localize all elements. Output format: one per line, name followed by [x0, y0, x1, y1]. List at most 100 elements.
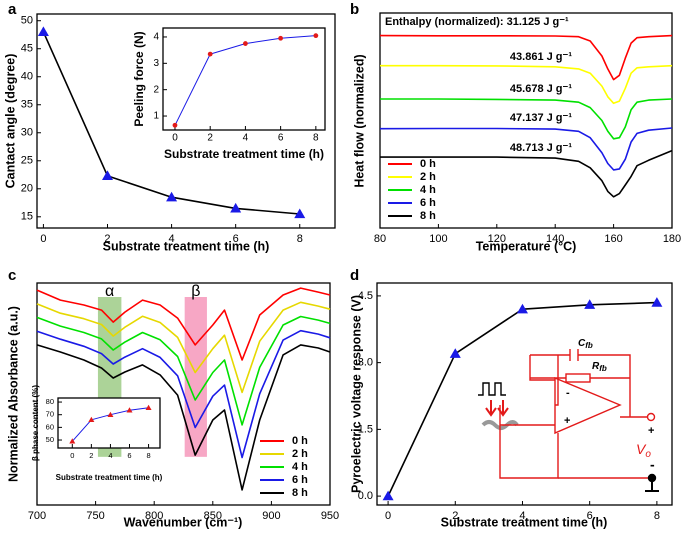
x-tick-label: 0 — [385, 510, 391, 522]
y-tick-label: 0.0 — [358, 490, 373, 502]
data-line — [36, 344, 331, 491]
marker — [172, 122, 178, 128]
x-tick-label: 900 — [262, 510, 280, 522]
opamp-plus: + — [564, 415, 570, 427]
legend-label: 2 h — [292, 448, 308, 460]
y-tick-label: 2 — [153, 84, 159, 95]
x-tick-label: 140 — [546, 233, 564, 245]
y-tick-label: 20 — [21, 183, 33, 195]
y-tick-label: 50 — [21, 15, 33, 27]
data-line — [379, 34, 673, 81]
marker — [145, 404, 152, 410]
data-line — [380, 98, 673, 140]
panel-label: c — [8, 267, 16, 284]
y-tick-label: 35 — [21, 99, 33, 111]
marker — [651, 297, 663, 307]
y-tick-label: 1.5 — [358, 423, 373, 435]
x-tick-label: 80 — [374, 233, 386, 245]
x-tick-label: 100 — [429, 233, 447, 245]
y-axis-label: Pyroelectric voltage response (V) — [349, 295, 363, 493]
y-axis-label: β phase content (%) — [31, 385, 40, 461]
x-tick-label: 950 — [321, 510, 339, 522]
marker — [207, 51, 213, 57]
y-axis-label: Heat flow (normalized) — [352, 54, 366, 187]
marker — [37, 26, 49, 37]
y-tick-label: 60 — [46, 422, 54, 431]
x-tick-label: 8 — [146, 451, 150, 460]
y-tick-label: 50 — [46, 435, 54, 444]
enthalpy-label: 45.678 J g⁻¹ — [510, 83, 572, 95]
x-axis-label: Substrate treatment time (h) — [164, 147, 324, 161]
terminal-plus: + — [648, 425, 654, 437]
data-line — [379, 127, 673, 171]
x-tick-label: 0 — [70, 451, 74, 460]
panel-label: a — [8, 1, 17, 18]
y-axis-label: Peeling force (N) — [132, 31, 146, 126]
panel-label: b — [350, 1, 359, 18]
y-axis-label: Normalized Absorbance (a.u.) — [6, 306, 20, 482]
enthalpy-label: Enthalpy (normalized): 31.125 J g⁻¹ — [385, 16, 569, 28]
y-tick-label: 45 — [21, 43, 33, 55]
x-tick-label: 180 — [663, 233, 681, 245]
legend-label: 6 h — [292, 474, 308, 486]
enthalpy-label: 43.861 J g⁻¹ — [510, 51, 572, 63]
marker — [230, 202, 242, 213]
x-tick-label: 0 — [172, 133, 178, 144]
x-tick-label: 2 — [89, 451, 93, 460]
x-axis-label: Substrate treatment time (h) — [441, 515, 608, 529]
x-tick-label: 700 — [28, 510, 46, 522]
data-line — [380, 64, 673, 105]
legend-label: 8 h — [292, 487, 308, 499]
x-tick-label: 0 — [40, 233, 46, 245]
marker — [166, 191, 178, 202]
x-tick-label: 4 — [108, 451, 112, 460]
output-voltage-label: Vo — [636, 441, 651, 460]
data-line — [380, 149, 673, 198]
legend-label: 6 h — [420, 197, 436, 209]
data-line — [36, 287, 331, 361]
marker — [101, 170, 113, 181]
x-tick-label: 2 — [452, 510, 458, 522]
plot-frame — [376, 282, 673, 506]
legend-label: 0 h — [292, 435, 308, 447]
marker — [294, 208, 306, 219]
x-tick-label: 160 — [604, 233, 622, 245]
plot-frame — [379, 12, 673, 229]
y-tick-label: 3 — [153, 58, 159, 69]
y-axis-label: Cantact angle (degree) — [3, 54, 17, 189]
y-tick-label: 1 — [153, 111, 159, 122]
marker — [88, 416, 95, 423]
y-tick-label: 25 — [21, 155, 33, 167]
x-tick-label: 8 — [654, 510, 660, 522]
marker — [126, 407, 133, 413]
panel-label: d — [350, 267, 359, 284]
x-tick-label: 6 — [233, 233, 239, 245]
x-tick-label: 750 — [86, 510, 104, 522]
y-tick-label: 15 — [21, 211, 33, 223]
circuit — [478, 349, 659, 492]
x-tick-label: 2 — [207, 133, 213, 144]
y-tick-label: 4.5 — [358, 290, 373, 302]
legend-label: 4 h — [420, 184, 436, 196]
y-tick-label: 40 — [21, 71, 33, 83]
legend-label: 2 h — [420, 171, 436, 183]
opamp-minus: - — [566, 387, 570, 399]
legend-label: 8 h — [420, 210, 436, 222]
data-line — [36, 315, 331, 426]
y-tick-label: 30 — [21, 127, 33, 139]
enthalpy-label: 47.137 J g⁻¹ — [510, 112, 572, 124]
x-axis-label: Substrate treatment time (h) — [103, 239, 270, 253]
marker — [69, 438, 76, 444]
capacitor-label: Cfb — [578, 338, 593, 350]
data-line — [36, 329, 331, 459]
band-label: α — [105, 283, 114, 300]
marker — [107, 411, 114, 417]
enthalpy-label: 48.713 J g⁻¹ — [510, 142, 572, 154]
marker — [243, 41, 248, 46]
x-tick-label: 8 — [297, 233, 303, 245]
x-tick-label: 2 — [104, 233, 110, 245]
inset-frame — [57, 397, 161, 449]
x-tick-label: 850 — [204, 510, 222, 522]
marker — [278, 35, 284, 41]
